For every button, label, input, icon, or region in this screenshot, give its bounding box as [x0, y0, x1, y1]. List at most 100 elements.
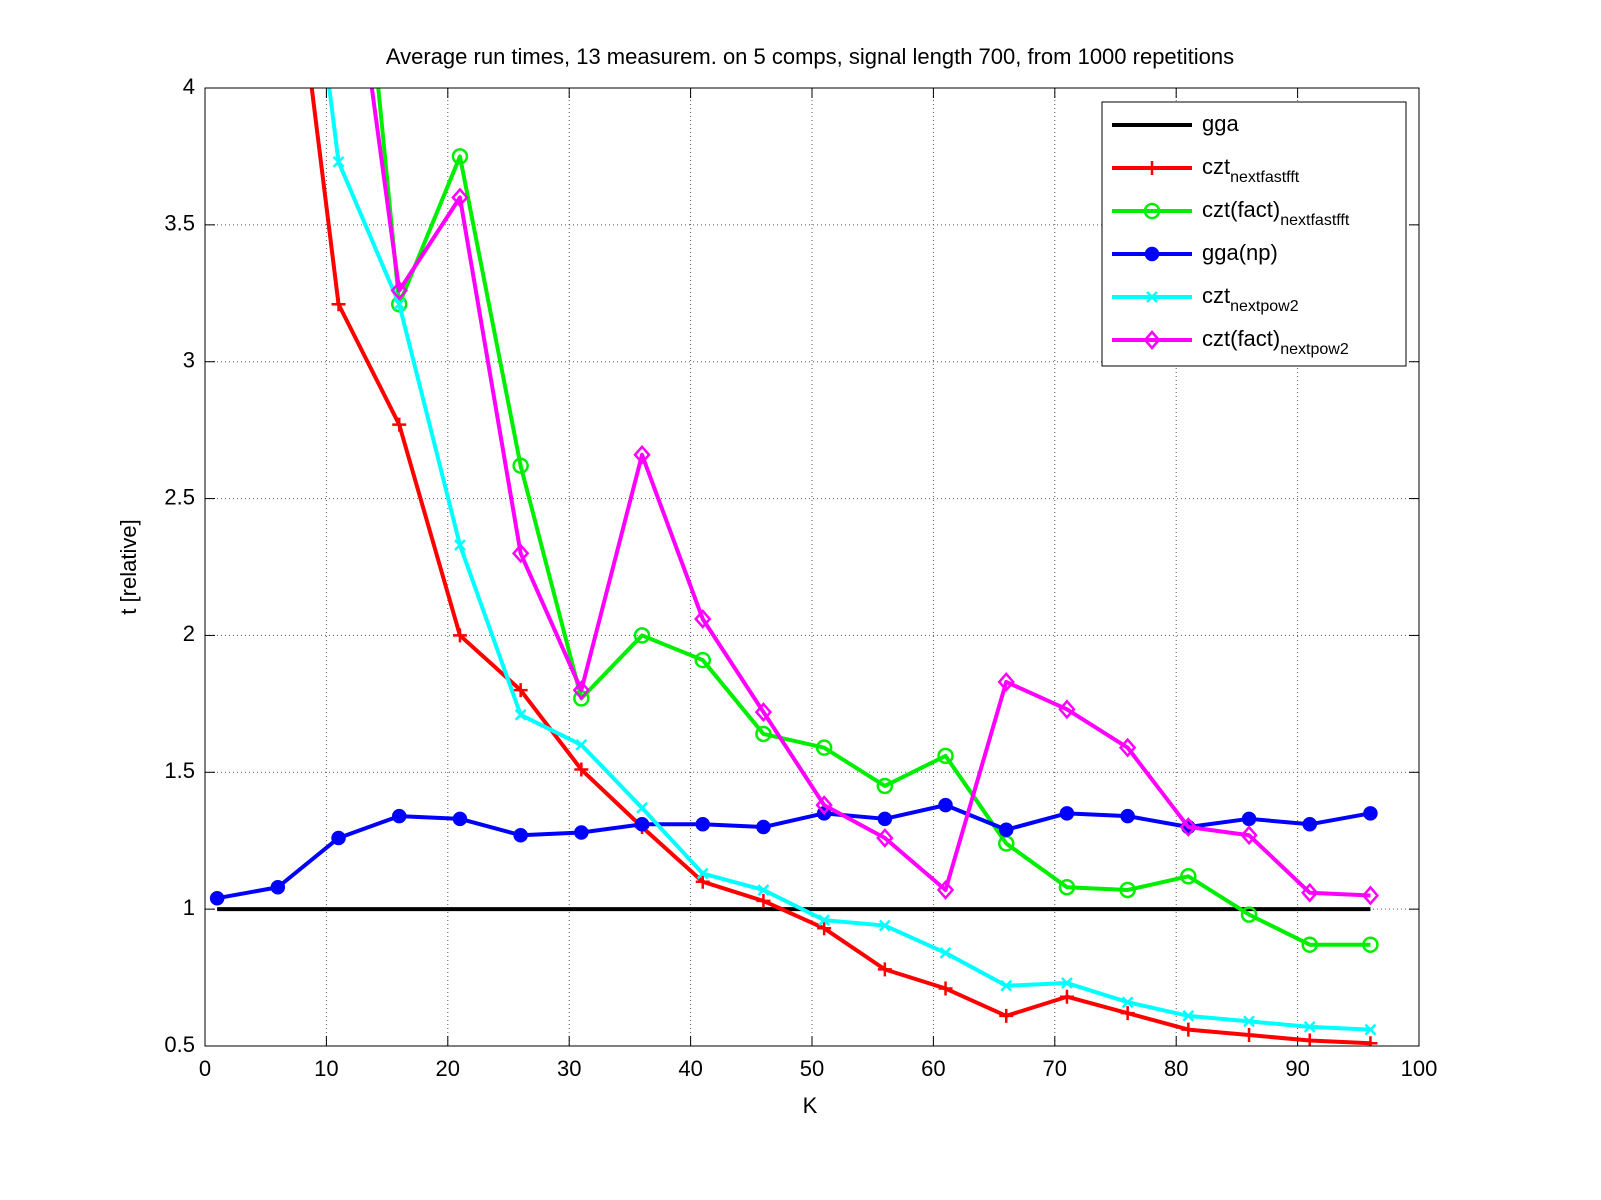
marker — [1362, 936, 1379, 953]
marker — [1363, 1036, 1378, 1046]
y-tick-label: 1.5 — [164, 758, 195, 783]
legend-name: czt(fact) — [1202, 197, 1280, 222]
marker — [332, 156, 345, 168]
marker — [1058, 878, 1076, 896]
marker — [818, 914, 831, 926]
x-tick-label: 60 — [921, 1056, 945, 1081]
marker — [1145, 161, 1159, 175]
marker — [392, 417, 407, 432]
marker — [754, 702, 773, 722]
legend-name: gga — [1202, 111, 1239, 136]
marker — [1000, 979, 1013, 992]
marker — [331, 830, 346, 846]
marker — [1121, 996, 1134, 1009]
marker — [1146, 291, 1158, 303]
marker — [452, 628, 467, 643]
marker — [1120, 808, 1135, 824]
marker — [757, 884, 770, 896]
marker — [815, 739, 833, 756]
marker — [936, 880, 955, 900]
legend-label: gga — [1202, 111, 1239, 136]
legend-subscript: nextfastfft — [1230, 169, 1300, 186]
marker — [878, 919, 891, 932]
legend-name: czt — [1202, 283, 1230, 308]
series-line — [309, 88, 1371, 1046]
marker — [815, 795, 833, 816]
marker — [999, 1008, 1014, 1023]
x-tick-label: 10 — [314, 1056, 338, 1081]
x-axis-label: K — [803, 1093, 818, 1118]
marker — [393, 298, 406, 311]
y-tick-label: 3 — [183, 348, 195, 373]
marker — [696, 867, 709, 880]
marker — [1144, 246, 1160, 262]
marker — [270, 879, 286, 895]
marker — [574, 825, 589, 840]
marker — [452, 811, 468, 827]
x-tick-label: 70 — [1043, 1056, 1067, 1081]
marker — [1302, 1033, 1317, 1046]
marker — [1361, 885, 1380, 906]
legend-box — [1101, 101, 1407, 367]
x-tick-label: 100 — [1401, 1056, 1438, 1081]
marker — [1118, 737, 1137, 758]
marker — [636, 801, 648, 814]
marker — [574, 762, 589, 777]
y-tick-label: 2 — [183, 621, 195, 646]
marker — [695, 874, 710, 889]
marker — [1301, 882, 1319, 903]
marker — [513, 683, 528, 698]
plot-area — [209, 88, 1380, 1046]
marker — [575, 739, 588, 751]
marker — [997, 672, 1015, 692]
marker — [514, 708, 527, 721]
marker — [390, 280, 408, 301]
x-tick-label: 40 — [678, 1056, 702, 1081]
legend-subscript: nextfastfft — [1280, 212, 1350, 229]
marker — [1182, 1010, 1195, 1022]
legend-name: czt(fact) — [1202, 326, 1280, 351]
axes-frame — [204, 87, 1420, 1047]
x-tick-label: 80 — [1164, 1056, 1188, 1081]
y-tick-label: 0.5 — [164, 1032, 195, 1057]
y-tick-label: 4 — [183, 74, 195, 99]
marker — [331, 297, 346, 312]
marker — [1143, 202, 1161, 220]
marker — [695, 817, 710, 832]
marker — [1180, 868, 1197, 885]
legend-name: gga(np) — [1202, 240, 1278, 265]
marker — [512, 457, 529, 474]
marker — [939, 947, 952, 959]
marker — [633, 627, 651, 644]
series-line — [376, 88, 1371, 947]
series-line — [369, 88, 1371, 898]
marker — [877, 962, 892, 977]
marker — [1363, 806, 1378, 821]
marker — [1242, 1028, 1257, 1043]
marker — [876, 828, 894, 848]
marker — [1241, 811, 1257, 827]
marker — [937, 747, 954, 765]
marker — [1119, 881, 1136, 899]
x-tick-label: 20 — [436, 1056, 460, 1081]
marker — [1059, 989, 1074, 1004]
marker — [1058, 699, 1076, 720]
marker — [876, 777, 894, 795]
legend-label: czt(fact)nextpow2 — [1202, 326, 1349, 358]
marker — [1240, 906, 1258, 923]
marker — [511, 543, 530, 564]
y-tick-label: 3.5 — [164, 211, 195, 236]
legend-label: czt(fact)nextfastfft — [1202, 197, 1350, 229]
marker — [694, 609, 712, 629]
legend-label: gga(np) — [1202, 240, 1278, 265]
marker — [1061, 977, 1073, 989]
marker — [391, 808, 407, 824]
marker — [694, 651, 711, 669]
marker — [756, 819, 771, 835]
marker — [1143, 330, 1161, 350]
legend-subscript: nextpow2 — [1280, 341, 1349, 358]
marker — [454, 539, 466, 551]
marker — [1120, 1006, 1135, 1021]
marker — [1181, 1022, 1196, 1037]
